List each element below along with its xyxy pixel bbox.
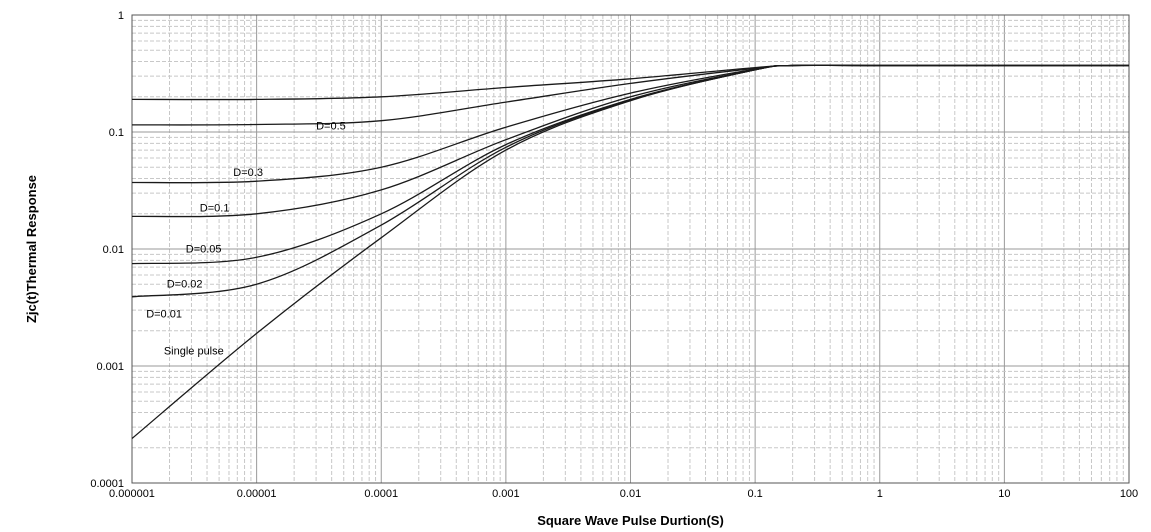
curve-annotations: D=0.5 D=0.3 D=0.1 D=0.05 D=0.02 D=0.01 Single …: [146, 121, 346, 358]
x-tick-label: 1: [877, 488, 883, 500]
x-tick-label: 0.0001: [364, 488, 398, 500]
y-tick-label: 0.1: [109, 127, 124, 139]
y-tick-label: 0.0001: [90, 478, 124, 490]
curve-label: D=0.02: [167, 278, 203, 290]
curve-label: Single pulse: [164, 346, 224, 358]
x-tick-label: 0.001: [492, 488, 520, 500]
curve-label: D=0.01: [146, 308, 182, 320]
x-tick-label: 0.000001: [109, 488, 155, 500]
y-tick-label: 1: [118, 10, 124, 22]
x-tick-label: 10: [998, 488, 1010, 500]
x-tick-label: 0.01: [620, 488, 641, 500]
series-line-7: [131, 64, 1129, 439]
grid: [131, 14, 1130, 484]
y-tick-label: 0.01: [103, 244, 124, 256]
y-tick-label: 0.001: [96, 361, 124, 373]
series-lines: [131, 64, 1129, 439]
x-tick-label: 100: [1120, 488, 1138, 500]
curve-label: D=0.05: [186, 244, 222, 256]
x-tick-label: 0.00001: [237, 488, 277, 500]
y-axis-title: Zjc(t)Thermal Response: [24, 175, 39, 323]
x-axis-title: Square Wave Pulse Durtion(S): [537, 513, 724, 528]
x-tick-label: 0.1: [747, 488, 762, 500]
curve-label: D=0.1: [200, 202, 230, 214]
plot-frame: [131, 14, 1130, 484]
curve-label: D=0.5: [316, 121, 346, 133]
tick-labels: 0.000001 0.00001 0.0001 0.001 0.01 0.1 1 10 100 0…: [90, 10, 1138, 500]
curve-label: D=0.3: [233, 167, 263, 179]
